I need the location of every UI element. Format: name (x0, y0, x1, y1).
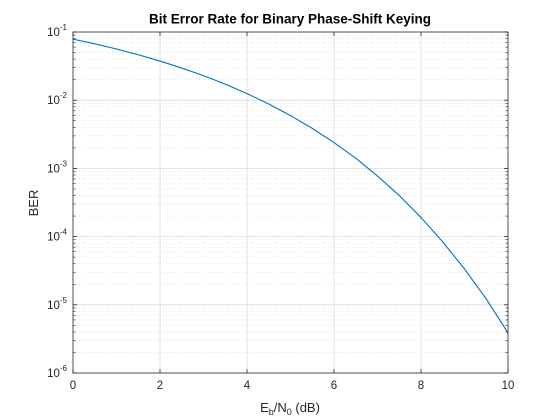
y-tick-label: 10-5 (47, 296, 67, 312)
x-axis-label-e: E (260, 400, 269, 415)
x-tick-label: 0 (70, 380, 76, 392)
minor-grid (73, 34, 508, 353)
x-tick-label: 4 (244, 380, 251, 392)
y-tick-label: 10-6 (47, 364, 67, 380)
x-tick-label: 6 (331, 380, 337, 392)
x-axis-label-slash-n: /N (274, 400, 287, 415)
x-axis-label-unit: (dB) (292, 400, 320, 415)
y-tick-label: 10-1 (47, 23, 67, 39)
x-tick-label: 10 (502, 380, 515, 392)
x-axis-label: Eb/N0 (dB) (260, 400, 320, 417)
y-axis-label: BER (26, 190, 41, 217)
plot-area (72, 31, 509, 374)
y-tick-label: 10-3 (47, 159, 67, 175)
axes-background (73, 32, 508, 373)
x-tick-label: 8 (418, 380, 424, 392)
y-tick-labels: 10-1 10-2 10-3 10-4 10-5 10-6 (47, 23, 67, 380)
tick-marks (72, 31, 509, 374)
x-axis-label-b-subscript: b (269, 407, 274, 417)
series-layer (72, 38, 509, 334)
x-axis-label-zero-subscript: 0 (287, 407, 292, 417)
axes-box (72, 31, 509, 374)
y-tick-label: 10-4 (47, 228, 67, 244)
y-tick-label: 10-2 (47, 91, 67, 107)
x-tick-labels: 0 2 4 6 8 10 (70, 380, 515, 392)
major-grid (73, 32, 508, 373)
chart-title: Bit Error Rate for Binary Phase-Shift Ke… (149, 12, 431, 27)
x-tick-label: 2 (157, 380, 163, 392)
ber-curve (72, 38, 509, 334)
